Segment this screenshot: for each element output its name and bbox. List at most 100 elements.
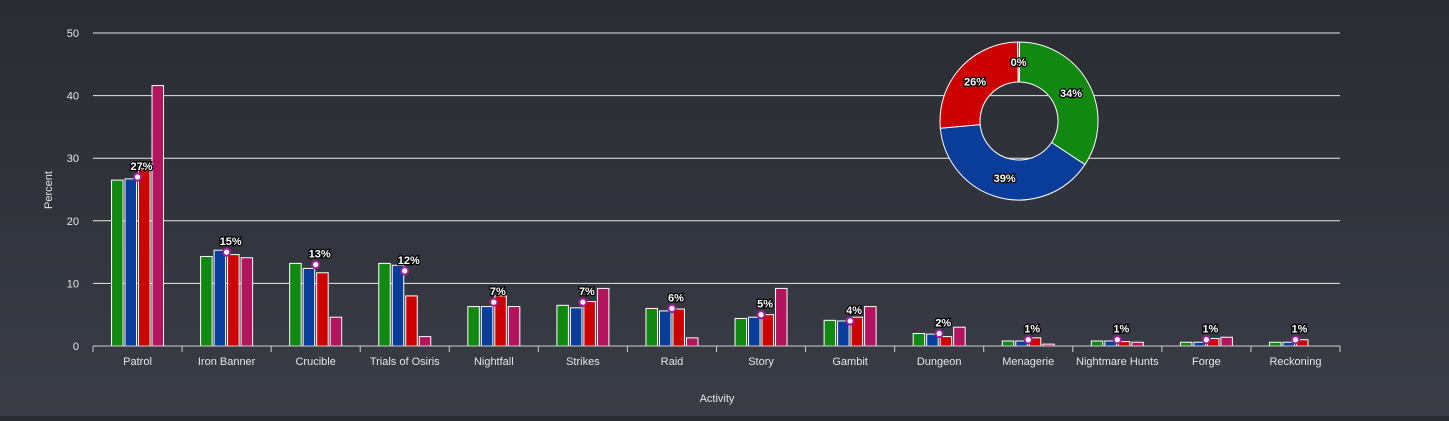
bar <box>329 316 343 347</box>
average-label: 4% <box>846 305 862 317</box>
bar <box>864 306 877 347</box>
bar <box>200 255 213 347</box>
y-tick-label: 40 <box>67 91 79 103</box>
bar <box>1001 340 1015 347</box>
average-label: 1% <box>1202 324 1218 336</box>
bar <box>685 337 699 347</box>
x-tick-label: Strikes <box>566 356 600 368</box>
bar <box>953 326 966 347</box>
x-tick-label: Forge <box>1192 356 1221 368</box>
bar <box>405 295 418 347</box>
bar <box>240 257 254 347</box>
bar <box>583 301 596 347</box>
bar <box>658 310 672 347</box>
average-marker <box>222 247 232 257</box>
bar <box>569 307 583 347</box>
bar <box>823 319 837 347</box>
bar <box>316 272 329 347</box>
bar <box>734 317 748 347</box>
average-label: 1% <box>1113 324 1129 336</box>
average-label: 5% <box>757 299 773 311</box>
average-marker <box>311 260 321 270</box>
donut-slice-label: 39% <box>994 173 1016 185</box>
average-label: 12% <box>398 255 420 267</box>
average-marker <box>132 172 143 182</box>
bar <box>378 262 391 347</box>
bar <box>289 262 302 347</box>
x-tick-label: Menagerie <box>1002 356 1054 368</box>
x-tick-label: Crucible <box>295 356 335 368</box>
donut-slice-label: 26% <box>964 77 986 89</box>
donut-slice <box>939 124 1086 201</box>
bar <box>761 314 775 347</box>
average-marker <box>667 303 677 314</box>
bar-layer <box>111 85 1309 347</box>
average-marker <box>1023 335 1033 345</box>
bar <box>645 307 658 347</box>
average-label: 2% <box>935 317 951 329</box>
average-marker <box>489 297 499 307</box>
bar <box>418 336 432 347</box>
donut-slice <box>1016 41 1020 83</box>
bar <box>939 336 953 347</box>
average-marker <box>1201 335 1211 345</box>
average-label: 15% <box>220 236 242 248</box>
average-marker <box>400 266 410 276</box>
x-tick-label: Iron Banner <box>198 356 256 368</box>
bar <box>227 254 240 347</box>
y-tick-label: 0 <box>73 341 79 353</box>
marker-layer: 27% 15% 13% 12% 7% 7% 6% 5% 4% 2% 1% 1% 1% 1% <box>129 160 1309 345</box>
average-label: 1% <box>1024 324 1040 336</box>
bar <box>213 249 227 347</box>
donut-chart: 34% 39% 26% 0% <box>939 41 1099 201</box>
average-marker <box>756 310 766 320</box>
x-tick-label: Reckoning <box>1269 356 1321 368</box>
bar <box>124 178 138 347</box>
x-axis-title: Activity <box>700 393 735 405</box>
donut-slice-label: 34% <box>1060 88 1082 100</box>
average-marker <box>1112 335 1122 345</box>
average-label: 7% <box>579 286 595 298</box>
bar <box>1179 341 1193 347</box>
bar <box>748 316 761 347</box>
bar <box>391 264 405 347</box>
bar <box>1090 340 1104 347</box>
donut-slice <box>1018 41 1099 166</box>
x-tick-label: Story <box>748 356 774 368</box>
axis-layer: 0 10 20 30 40 50 Patrol Iron Banner Crucible Tria… <box>67 28 1341 368</box>
average-label: 6% <box>668 292 684 304</box>
y-axis-title: Percent <box>43 171 55 209</box>
bar <box>1268 341 1282 347</box>
grid-layer <box>93 32 1340 284</box>
average-label: 7% <box>490 286 506 298</box>
bar <box>151 85 165 347</box>
donut-slice <box>939 41 1019 129</box>
bar <box>837 320 850 347</box>
bar <box>507 306 521 347</box>
bar <box>1220 336 1233 347</box>
x-tick-label: Dungeon <box>917 356 962 368</box>
x-tick-label: Raid <box>661 356 684 368</box>
bar <box>556 304 569 347</box>
average-marker <box>934 328 944 339</box>
bar <box>596 287 610 347</box>
y-tick-label: 20 <box>67 216 79 228</box>
average-label: 13% <box>309 249 331 261</box>
y-tick-label: 10 <box>67 278 79 290</box>
x-tick-label: Trials of Osiris <box>370 356 440 368</box>
bar <box>480 306 494 347</box>
y-tick-label: 50 <box>67 28 79 40</box>
average-label: 1% <box>1292 324 1308 336</box>
bar <box>775 287 788 347</box>
average-marker <box>1290 335 1301 345</box>
y-tick-label: 30 <box>67 153 79 165</box>
donut-slice-label: 0% <box>1011 57 1027 69</box>
average-label: 27% <box>131 161 153 173</box>
average-marker <box>578 297 588 307</box>
bar <box>111 179 124 347</box>
bar <box>672 308 685 347</box>
x-tick-label: Nightfall <box>474 356 514 368</box>
bar <box>1131 341 1144 347</box>
